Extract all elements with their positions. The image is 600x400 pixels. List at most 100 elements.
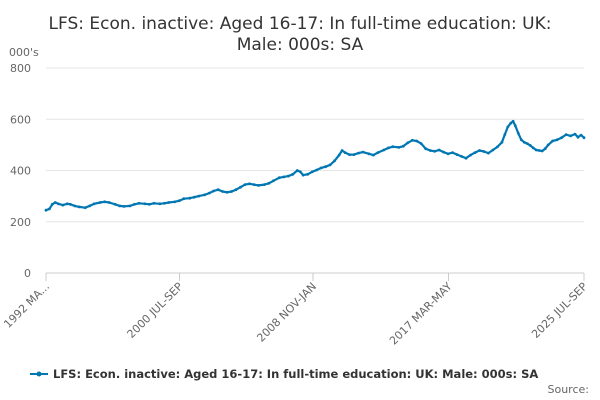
data-point[interactable] — [188, 196, 192, 200]
data-point[interactable] — [419, 142, 423, 146]
data-point[interactable] — [503, 133, 507, 137]
data-point[interactable] — [482, 150, 486, 153]
data-point[interactable] — [301, 173, 305, 177]
data-point[interactable] — [243, 183, 247, 187]
data-point[interactable] — [122, 205, 126, 208]
data-point[interactable] — [442, 150, 445, 154]
data-point[interactable] — [225, 190, 229, 194]
data-point[interactable] — [525, 142, 529, 146]
data-point[interactable] — [348, 153, 351, 157]
data-point[interactable] — [487, 151, 490, 155]
data-point[interactable] — [272, 179, 275, 183]
data-point[interactable] — [451, 151, 454, 155]
data-point[interactable] — [415, 139, 419, 143]
data-point[interactable] — [424, 147, 428, 151]
data-point[interactable] — [291, 172, 295, 176]
data-point[interactable] — [295, 169, 299, 172]
data-point[interactable] — [298, 170, 302, 174]
data-point[interactable] — [491, 148, 495, 152]
data-point[interactable] — [328, 163, 332, 167]
data-point[interactable] — [83, 206, 87, 210]
data-point[interactable] — [128, 204, 132, 208]
data-point[interactable] — [221, 190, 225, 193]
data-point[interactable] — [382, 148, 386, 152]
data-point[interactable] — [446, 152, 450, 156]
data-point[interactable] — [234, 188, 238, 192]
data-point[interactable] — [68, 202, 72, 206]
data-point[interactable] — [263, 183, 266, 187]
data-point[interactable] — [437, 148, 441, 152]
data-point[interactable] — [546, 143, 550, 147]
data-point[interactable] — [537, 149, 541, 152]
data-point[interactable] — [579, 133, 583, 137]
data-point[interactable] — [252, 183, 256, 187]
legend[interactable]: LFS: Econ. inactive: Aged 16-17: In full… — [30, 367, 538, 381]
data-point[interactable] — [469, 153, 472, 157]
data-point[interactable] — [543, 147, 547, 151]
data-point[interactable] — [143, 202, 147, 206]
data-point[interactable] — [192, 195, 196, 199]
data-point[interactable] — [73, 204, 77, 208]
data-point[interactable] — [540, 149, 544, 153]
data-point[interactable] — [410, 138, 414, 142]
data-point[interactable] — [282, 175, 286, 179]
data-point[interactable] — [107, 201, 111, 204]
data-point[interactable] — [212, 189, 216, 193]
data-point[interactable] — [277, 176, 281, 180]
data-point[interactable] — [564, 133, 568, 137]
data-point[interactable] — [522, 140, 526, 144]
data-point[interactable] — [148, 202, 151, 206]
data-point[interactable] — [167, 201, 171, 204]
data-point[interactable] — [513, 124, 517, 128]
data-point[interactable] — [48, 207, 51, 211]
data-point[interactable] — [197, 194, 201, 198]
data-point[interactable] — [455, 153, 459, 157]
data-point[interactable] — [555, 138, 559, 142]
data-point[interactable] — [267, 181, 271, 185]
data-point[interactable] — [582, 136, 586, 140]
data-point[interactable] — [516, 131, 520, 135]
data-point[interactable] — [310, 170, 314, 174]
data-point[interactable] — [203, 193, 207, 197]
data-point[interactable] — [207, 191, 211, 195]
data-point[interactable] — [397, 146, 401, 149]
data-point[interactable] — [333, 159, 336, 163]
data-point[interactable] — [92, 202, 96, 206]
data-point[interactable] — [352, 153, 356, 157]
data-point[interactable] — [361, 150, 365, 154]
data-point[interactable] — [534, 148, 538, 152]
data-point[interactable] — [387, 146, 390, 150]
data-point[interactable] — [61, 203, 65, 207]
data-point[interactable] — [77, 205, 81, 209]
data-point[interactable] — [230, 190, 234, 193]
data-point[interactable] — [528, 144, 532, 147]
data-point[interactable] — [464, 156, 468, 160]
data-point[interactable] — [433, 149, 437, 153]
data-point[interactable] — [406, 141, 410, 145]
data-point[interactable] — [257, 184, 260, 187]
data-point[interactable] — [372, 153, 375, 157]
data-point[interactable] — [519, 138, 523, 142]
data-point[interactable] — [173, 200, 177, 204]
data-point[interactable] — [473, 151, 477, 155]
data-point[interactable] — [113, 202, 117, 206]
data-point[interactable] — [401, 144, 405, 148]
data-point[interactable] — [576, 135, 580, 139]
data-point[interactable] — [239, 185, 242, 189]
data-point[interactable] — [103, 200, 106, 204]
data-point[interactable] — [152, 201, 156, 205]
data-point[interactable] — [496, 145, 499, 149]
data-point[interactable] — [53, 201, 57, 204]
data-point[interactable] — [340, 149, 344, 152]
data-point[interactable] — [478, 149, 481, 152]
data-point[interactable] — [569, 134, 572, 138]
data-point[interactable] — [158, 202, 162, 206]
data-point[interactable] — [56, 202, 60, 206]
data-point[interactable] — [118, 204, 121, 208]
data-point[interactable] — [428, 149, 432, 152]
data-point[interactable] — [88, 204, 92, 208]
data-point[interactable] — [319, 166, 323, 170]
data-point[interactable] — [357, 151, 360, 155]
data-point[interactable] — [509, 121, 513, 125]
data-point[interactable] — [551, 139, 554, 143]
